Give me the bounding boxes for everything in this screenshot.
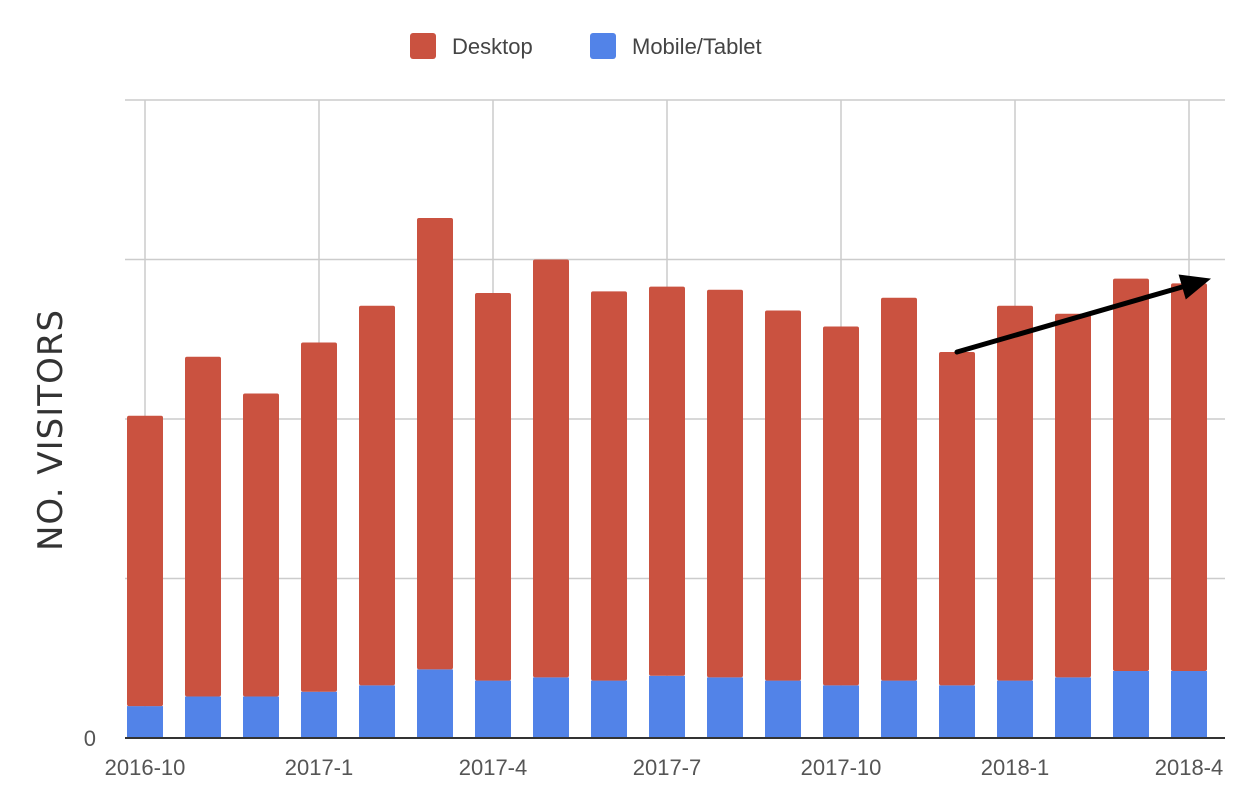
y-axis-label: NO. VISITORS <box>31 309 71 551</box>
bar-desktop-2017-6 <box>591 291 627 681</box>
bar-mobile-tablet-2017-2 <box>359 685 395 738</box>
bar-mobile-tablet-2017-3 <box>417 669 453 738</box>
bar-desktop-2017-11 <box>881 297 917 681</box>
trend-arrow-head <box>1178 274 1211 300</box>
bar-mobile-tablet-2017-4 <box>475 680 511 738</box>
bar-desktop-2018-4 <box>1171 283 1207 672</box>
bar-desktop-2017-8 <box>707 289 743 678</box>
bar-mobile-tablet-2017-10 <box>823 685 859 738</box>
bar-desktop-2017-7 <box>649 286 685 676</box>
x-tick-label: 2017-4 <box>459 755 528 780</box>
x-tick-label: 2018-4 <box>1155 755 1224 780</box>
trend-annotation <box>954 274 1211 355</box>
bar-mobile-tablet-2017-1 <box>301 691 337 738</box>
bar-desktop-2017-9 <box>765 310 801 681</box>
bar-desktop-2017-5 <box>533 259 569 678</box>
bar-desktop-2017-3 <box>417 218 453 670</box>
bar-desktop-2017-4 <box>475 292 511 681</box>
trend-arrow-shaft <box>954 284 1185 355</box>
legend-label-mobile-tablet: Mobile/Tablet <box>632 34 762 59</box>
legend: Desktop Mobile/Tablet <box>410 33 762 59</box>
bar-mobile-tablet-2017-12 <box>939 685 975 738</box>
bar-mobile-tablet-2016-10 <box>127 706 163 738</box>
legend-label-desktop: Desktop <box>452 34 533 59</box>
y-tick-label: 0 <box>84 726 96 751</box>
legend-item-mobile-tablet: Mobile/Tablet <box>590 33 762 59</box>
bar-mobile-tablet-2017-7 <box>649 675 685 738</box>
x-tick-label: 2016-10 <box>105 755 186 780</box>
x-tick-label: 2017-10 <box>801 755 882 780</box>
x-tick-label: 2017-7 <box>633 755 702 780</box>
bar-mobile-tablet-2017-6 <box>591 680 627 738</box>
bar-mobile-tablet-2016-12 <box>243 696 279 738</box>
legend-swatch-desktop <box>410 33 436 59</box>
x-axis-ticks: 2016-10 2017-1 2017-4 2017-7 2017-10 2018-1 20… <box>105 755 1224 780</box>
bar-desktop-2017-10 <box>823 326 859 686</box>
bar-desktop-2016-11 <box>185 356 221 697</box>
x-tick-label: 2017-1 <box>285 755 354 780</box>
bar-mobile-tablet-2018-3 <box>1113 671 1149 738</box>
bar-mobile-tablet-2018-1 <box>997 680 1033 738</box>
bars <box>127 218 1207 738</box>
bar-desktop-2018-3 <box>1113 278 1149 672</box>
bar-desktop-2017-12 <box>939 352 975 686</box>
bar-desktop-2018-2 <box>1055 313 1091 678</box>
bar-desktop-2018-1 <box>997 305 1033 681</box>
x-tick-label: 2018-1 <box>981 755 1050 780</box>
bar-desktop-2017-1 <box>301 342 337 692</box>
legend-item-desktop: Desktop <box>410 33 533 59</box>
bar-mobile-tablet-2018-2 <box>1055 677 1091 738</box>
bar-desktop-2016-10 <box>127 415 163 707</box>
bar-desktop-2016-12 <box>243 393 279 697</box>
bar-mobile-tablet-2016-11 <box>185 696 221 738</box>
bar-desktop-2017-2 <box>359 305 395 686</box>
legend-swatch-mobile-tablet <box>590 33 616 59</box>
bar-mobile-tablet-2017-11 <box>881 680 917 738</box>
bar-mobile-tablet-2017-9 <box>765 680 801 738</box>
bar-mobile-tablet-2017-5 <box>533 677 569 738</box>
y-axis-ticks: 0 <box>84 726 96 751</box>
bar-mobile-tablet-2018-4 <box>1171 671 1207 738</box>
bar-mobile-tablet-2017-8 <box>707 677 743 738</box>
